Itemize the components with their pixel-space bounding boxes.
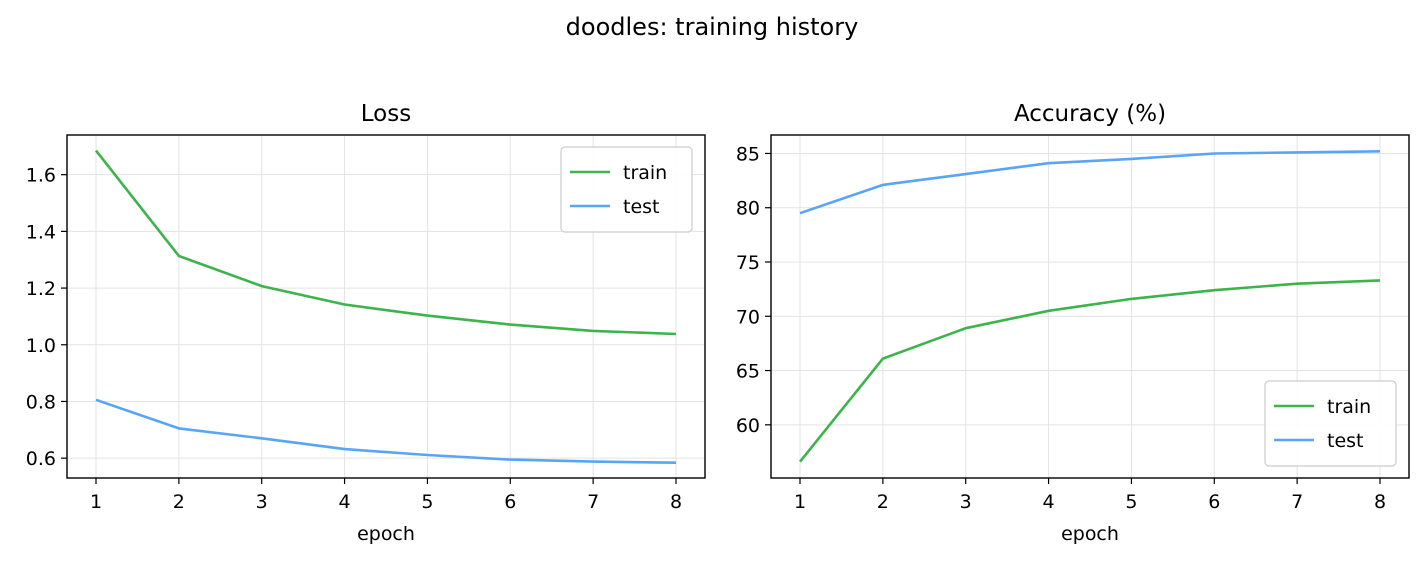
x-tick-label: 4 xyxy=(339,491,351,513)
y-tick-label: 0.6 xyxy=(26,448,56,470)
x-axis-label: epoch xyxy=(1061,523,1119,545)
accuracy-panel: 1 2 3 4 5 6 7 8 60 65 70 75 80 85 Accuracy (%) epoch tra… xyxy=(736,101,1410,545)
y-tick-label: 85 xyxy=(736,143,760,165)
legend-label-test: test xyxy=(1327,430,1364,452)
x-tick-label: 7 xyxy=(587,491,599,513)
x-tick-label: 3 xyxy=(960,491,972,513)
y-tick-label: 60 xyxy=(736,415,760,437)
loss-panel: 1 2 3 4 5 6 7 8 0.6 0.8 1.0 1.2 1.4 1.6 Loss epoch train… xyxy=(26,101,706,545)
accuracy-panel-title: Accuracy (%) xyxy=(1014,101,1166,127)
legend-label-train: train xyxy=(623,162,667,184)
x-tick-label: 8 xyxy=(670,491,682,513)
y-tick-label: 0.8 xyxy=(26,391,56,413)
x-tick-label: 2 xyxy=(877,491,889,513)
accuracy-test-line xyxy=(799,150,1381,215)
y-tick-label: 1.2 xyxy=(26,278,56,300)
legend-box xyxy=(560,146,693,233)
loss-legend: train test xyxy=(560,146,693,233)
x-tick-label: 7 xyxy=(1291,491,1303,513)
x-axis-label: epoch xyxy=(357,523,415,545)
legend-label-train: train xyxy=(1327,396,1371,418)
x-tick-label: 5 xyxy=(1125,491,1137,513)
accuracy-train-line xyxy=(798,279,1381,463)
x-tick-label: 1 xyxy=(90,491,102,513)
x-tick-label: 2 xyxy=(173,491,185,513)
x-tick-label: 1 xyxy=(794,491,806,513)
plot-frame xyxy=(770,134,1410,479)
legend-label-test: test xyxy=(623,196,660,218)
x-tick-label: 5 xyxy=(421,491,433,513)
y-tick-label: 80 xyxy=(736,198,760,220)
accuracy-legend: train test xyxy=(1264,380,1397,467)
legend-box xyxy=(1264,380,1397,467)
x-tick-label: 8 xyxy=(1374,491,1386,513)
figure-title: doodles: training history xyxy=(566,13,859,41)
y-tick-label: 70 xyxy=(736,306,760,328)
y-tick-label: 1.4 xyxy=(26,221,56,243)
plot-frame xyxy=(66,134,706,479)
x-tick-label: 6 xyxy=(1208,491,1220,513)
loss-test-line xyxy=(95,398,677,464)
y-tick-label: 75 xyxy=(736,252,760,274)
y-tick-label: 1.0 xyxy=(26,335,56,357)
y-tick-label: 65 xyxy=(736,361,760,383)
loss-panel-title: Loss xyxy=(361,101,411,127)
x-tick-label: 3 xyxy=(256,491,268,513)
x-tick-label: 4 xyxy=(1043,491,1055,513)
y-tick-label: 1.6 xyxy=(26,165,56,187)
loss-train-line xyxy=(94,149,677,336)
x-tick-label: 6 xyxy=(504,491,516,513)
